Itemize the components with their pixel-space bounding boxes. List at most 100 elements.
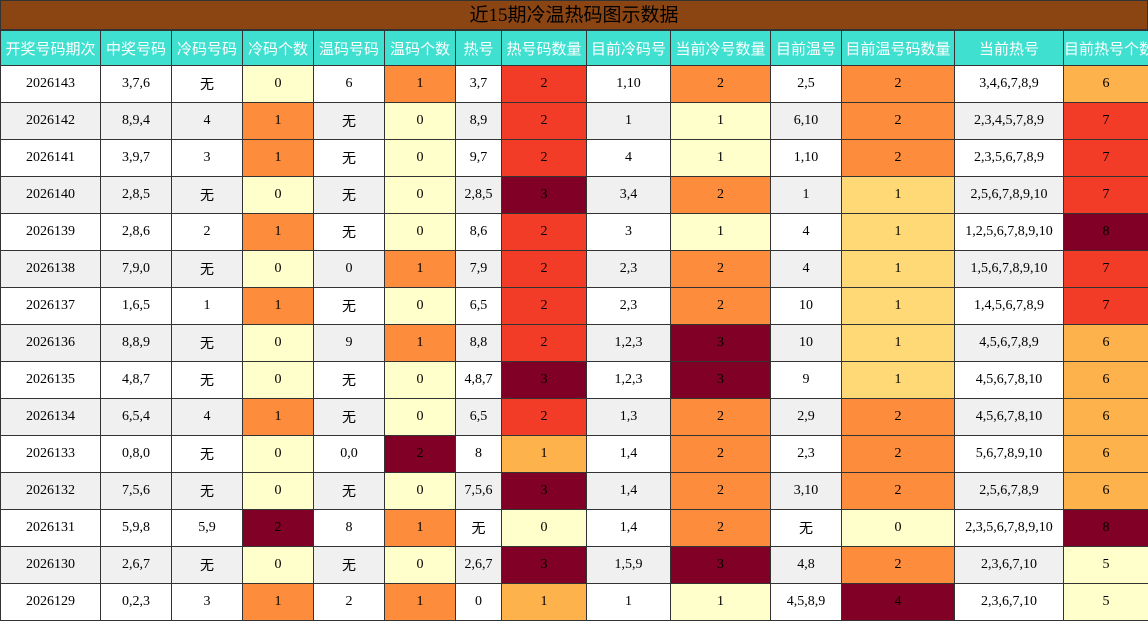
warm-numbers-cell: 无 (314, 288, 385, 325)
current-cold-cell: 2,3 (587, 251, 671, 288)
current-warm-count-cell: 1 (842, 251, 955, 288)
hot-numbers-cell: 8,6 (456, 214, 502, 251)
current-warm-count-cell: 2 (842, 473, 955, 510)
winning-number-cell: 7,5,6 (101, 473, 172, 510)
cold-count-cell: 1 (243, 584, 314, 621)
hot-count-cell: 2 (502, 103, 587, 140)
current-hot-count-cell: 8 (1064, 214, 1148, 251)
current-warm-cell: 1 (771, 177, 842, 214)
hot-count-cell: 2 (502, 288, 587, 325)
current-cold-count-cell: 3 (671, 547, 771, 584)
current-warm-count-cell: 1 (842, 288, 955, 325)
warm-numbers-cell: 9 (314, 325, 385, 362)
hot-count-cell: 2 (502, 140, 587, 177)
current-warm-count-cell: 2 (842, 103, 955, 140)
warm-count-cell: 1 (385, 66, 456, 103)
period-cell: 2026139 (1, 214, 101, 251)
cold-count-cell: 0 (243, 177, 314, 214)
hot-numbers-cell: 2,6,7 (456, 547, 502, 584)
hot-numbers-cell: 0 (456, 584, 502, 621)
hot-numbers-cell: 7,9 (456, 251, 502, 288)
cold-numbers-cell: 1 (172, 288, 243, 325)
winning-number-cell: 5,9,8 (101, 510, 172, 547)
warm-numbers-cell: 6 (314, 66, 385, 103)
winning-number-cell: 0,8,0 (101, 436, 172, 473)
current-warm-cell: 10 (771, 288, 842, 325)
header-current-cold: 目前冷码号 (587, 31, 671, 66)
cold-numbers-cell: 无 (172, 325, 243, 362)
winning-number-cell: 6,5,4 (101, 399, 172, 436)
current-warm-count-cell: 4 (842, 584, 955, 621)
warm-numbers-cell: 无 (314, 214, 385, 251)
period-cell: 2026134 (1, 399, 101, 436)
current-warm-cell: 无 (771, 510, 842, 547)
cold-count-cell: 0 (243, 325, 314, 362)
warm-count-cell: 1 (385, 251, 456, 288)
current-hot-count-cell: 8 (1064, 510, 1148, 547)
period-cell: 2026136 (1, 325, 101, 362)
current-cold-cell: 1,10 (587, 66, 671, 103)
current-cold-cell: 3 (587, 214, 671, 251)
current-warm-cell: 4 (771, 214, 842, 251)
winning-number-cell: 3,9,7 (101, 140, 172, 177)
current-cold-count-cell: 1 (671, 214, 771, 251)
current-cold-count-cell: 2 (671, 473, 771, 510)
current-cold-cell: 2,3 (587, 288, 671, 325)
current-warm-count-cell: 2 (842, 399, 955, 436)
current-cold-count-cell: 1 (671, 103, 771, 140)
warm-numbers-cell: 无 (314, 362, 385, 399)
hot-numbers-cell: 无 (456, 510, 502, 547)
current-cold-cell: 3,4 (587, 177, 671, 214)
current-hot-cell: 4,5,6,7,8,9 (955, 325, 1064, 362)
cold-count-cell: 0 (243, 547, 314, 584)
warm-count-cell: 0 (385, 103, 456, 140)
current-warm-cell: 3,10 (771, 473, 842, 510)
current-warm-count-cell: 0 (842, 510, 955, 547)
period-cell: 2026138 (1, 251, 101, 288)
current-warm-count-cell: 1 (842, 362, 955, 399)
warm-numbers-cell: 无 (314, 140, 385, 177)
period-cell: 2026140 (1, 177, 101, 214)
hot-count-cell: 3 (502, 177, 587, 214)
header-cold-numbers: 冷码号码 (172, 31, 243, 66)
header-hot-count: 热号码数量 (502, 31, 587, 66)
cold-count-cell: 2 (243, 510, 314, 547)
warm-count-cell: 0 (385, 177, 456, 214)
current-warm-count-cell: 2 (842, 66, 955, 103)
cold-count-cell: 1 (243, 214, 314, 251)
current-warm-cell: 10 (771, 325, 842, 362)
current-cold-cell: 1 (587, 584, 671, 621)
header-current-cold-count: 当前冷号数量 (671, 31, 771, 66)
warm-count-cell: 0 (385, 399, 456, 436)
header-cold-count: 冷码个数 (243, 31, 314, 66)
current-hot-cell: 2,5,6,7,8,9,10 (955, 177, 1064, 214)
current-cold-count-cell: 3 (671, 362, 771, 399)
hot-numbers-cell: 8,9 (456, 103, 502, 140)
current-hot-cell: 2,5,6,7,8,9 (955, 473, 1064, 510)
period-cell: 2026133 (1, 436, 101, 473)
warm-numbers-cell: 8 (314, 510, 385, 547)
header-current-hot-count: 目前热号个数 (1064, 31, 1148, 66)
cold-count-cell: 1 (243, 288, 314, 325)
hot-count-cell: 0 (502, 510, 587, 547)
warm-count-cell: 1 (385, 325, 456, 362)
warm-numbers-cell: 无 (314, 177, 385, 214)
cold-numbers-cell: 5,9 (172, 510, 243, 547)
warm-count-cell: 1 (385, 510, 456, 547)
page-title: 近15期冷温热码图示数据 (0, 0, 1148, 30)
period-cell: 2026130 (1, 547, 101, 584)
header-draw-period: 开奖号码期次 (1, 31, 101, 66)
hot-count-cell: 2 (502, 325, 587, 362)
current-hot-count-cell: 6 (1064, 436, 1148, 473)
current-hot-count-cell: 7 (1064, 251, 1148, 288)
